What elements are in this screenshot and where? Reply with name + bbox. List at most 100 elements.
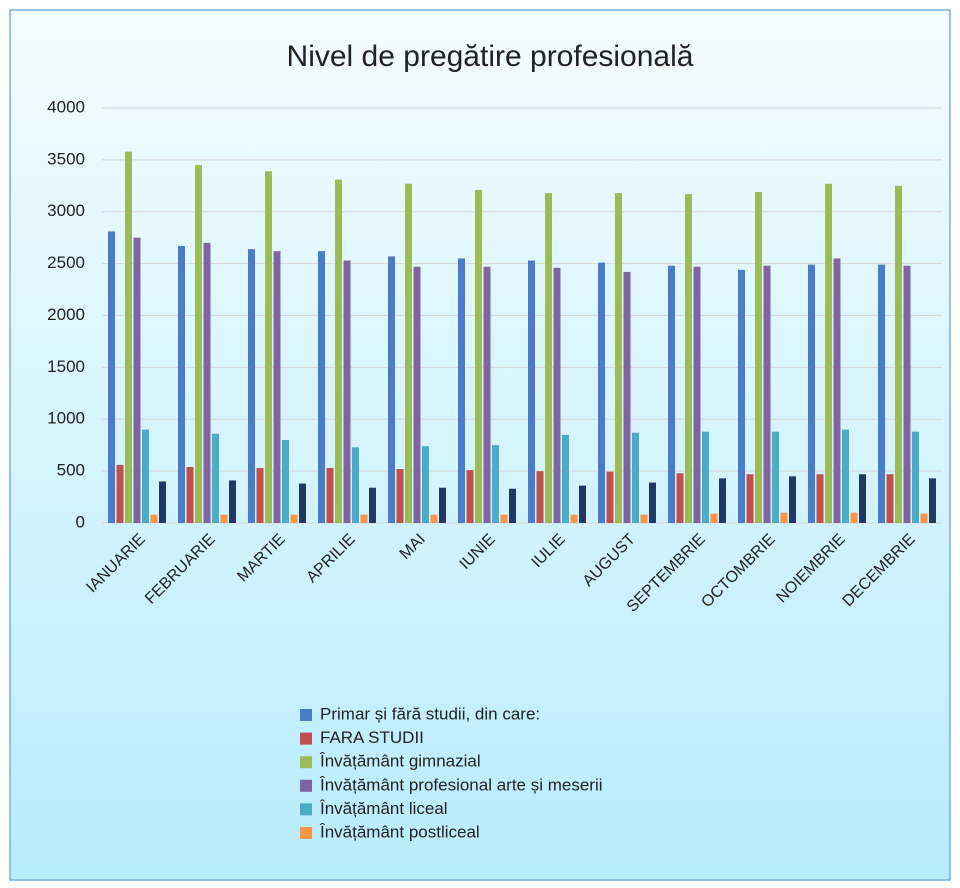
bar <box>150 514 158 523</box>
bar <box>220 514 228 523</box>
bar <box>413 266 421 523</box>
bar <box>676 473 684 523</box>
bar <box>772 431 779 523</box>
bar <box>343 260 351 523</box>
bar <box>290 514 298 523</box>
bar <box>159 481 166 523</box>
bar <box>248 249 255 523</box>
bar <box>929 478 936 523</box>
bar <box>265 171 272 523</box>
bar <box>859 474 866 523</box>
legend-swatch <box>300 827 312 839</box>
bar <box>396 469 404 523</box>
bar <box>649 482 656 523</box>
y-tick-label: 1500 <box>47 357 85 376</box>
legend-label: Învățământ gimnazial <box>319 752 481 771</box>
bar <box>405 183 412 524</box>
bar <box>579 485 586 523</box>
bar <box>719 478 726 523</box>
bar <box>710 513 718 523</box>
bar <box>632 432 639 523</box>
y-tick-label: 3500 <box>47 149 85 168</box>
y-tick-label: 2500 <box>47 253 85 272</box>
bar <box>439 487 446 523</box>
bar <box>825 183 832 524</box>
bar <box>553 267 561 523</box>
legend-label: Învățământ postliceal <box>319 822 480 841</box>
bar <box>886 474 894 523</box>
bar <box>318 251 325 524</box>
bar <box>458 258 465 523</box>
bar <box>789 476 796 523</box>
bar <box>273 251 281 524</box>
legend-swatch <box>300 803 312 816</box>
bar <box>808 264 815 523</box>
bar <box>125 151 132 523</box>
bar <box>738 269 745 523</box>
bar <box>763 265 771 523</box>
bar <box>878 264 885 523</box>
bar <box>326 468 334 523</box>
bar <box>509 488 516 523</box>
bar <box>212 433 219 523</box>
y-tick-label: 2000 <box>47 305 85 324</box>
bar <box>492 445 499 523</box>
bar <box>108 231 115 523</box>
legend-swatch <box>300 756 312 769</box>
bar <box>842 429 849 523</box>
bar <box>178 245 185 524</box>
bar <box>562 434 569 523</box>
bar <box>570 514 578 523</box>
bar <box>598 262 605 523</box>
bar <box>352 447 359 523</box>
bar <box>755 192 762 523</box>
chart-title: Nivel de pregătire profesională <box>287 40 694 73</box>
bar <box>500 514 508 523</box>
bar <box>912 431 919 523</box>
y-tick-label: 0 <box>76 512 85 531</box>
bar <box>299 483 306 523</box>
y-tick-label: 3000 <box>47 201 85 220</box>
legend-label: Primar și fără studii, din care: <box>320 704 540 723</box>
bar <box>920 513 928 523</box>
bar <box>186 466 194 523</box>
bar <box>360 514 368 523</box>
bar <box>116 464 124 523</box>
bar <box>422 446 429 523</box>
bar <box>142 429 149 523</box>
bar <box>335 179 342 523</box>
legend-swatch <box>300 709 312 721</box>
bar <box>388 256 395 523</box>
bar <box>475 189 482 523</box>
bar <box>702 431 709 523</box>
bar <box>430 514 438 523</box>
bar <box>528 260 535 523</box>
y-tick-label: 500 <box>57 461 85 480</box>
bar <box>685 194 692 524</box>
legend-swatch <box>300 779 312 792</box>
bar <box>693 266 701 523</box>
bar <box>903 265 911 523</box>
bar <box>615 193 622 523</box>
bar <box>133 237 141 523</box>
bar <box>780 512 788 523</box>
bar <box>623 271 631 523</box>
legend-label: FARA STUDII <box>320 728 424 747</box>
bar <box>895 185 902 523</box>
bar <box>369 487 376 523</box>
legend-label: Învățământ liceal <box>319 799 448 818</box>
bar <box>816 474 824 523</box>
y-tick-label: 4000 <box>47 97 85 116</box>
bar <box>640 514 648 523</box>
bar <box>466 470 474 523</box>
bar <box>195 165 202 523</box>
bar <box>833 258 841 523</box>
bar <box>282 440 289 523</box>
y-tick-label: 1000 <box>47 409 85 428</box>
bar <box>668 265 675 523</box>
bar <box>536 471 544 523</box>
legend-swatch <box>300 732 312 745</box>
bar <box>606 471 614 523</box>
legend-label: Învățământ profesional arte și meserii <box>319 775 603 794</box>
